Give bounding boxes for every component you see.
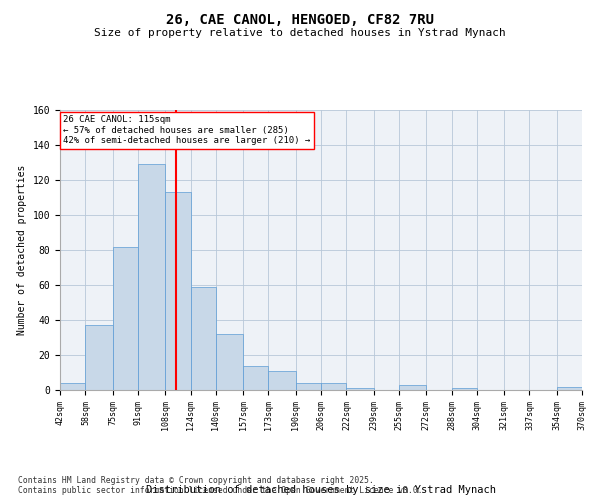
Bar <box>138 164 165 390</box>
Bar <box>85 325 113 390</box>
Bar <box>321 383 346 390</box>
Bar <box>399 385 426 390</box>
X-axis label: Distribution of detached houses by size in Ystrad Mynach: Distribution of detached houses by size … <box>146 486 496 496</box>
Text: 26, CAE CANOL, HENGOED, CF82 7RU: 26, CAE CANOL, HENGOED, CF82 7RU <box>166 12 434 26</box>
Bar <box>346 388 374 390</box>
Bar <box>452 388 477 390</box>
Y-axis label: Number of detached properties: Number of detached properties <box>17 165 27 335</box>
Bar <box>243 366 268 390</box>
Bar <box>60 383 85 390</box>
Text: Contains HM Land Registry data © Crown copyright and database right 2025.
Contai: Contains HM Land Registry data © Crown c… <box>18 476 422 495</box>
Text: 26 CAE CANOL: 115sqm
← 57% of detached houses are smaller (285)
42% of semi-deta: 26 CAE CANOL: 115sqm ← 57% of detached h… <box>63 116 310 145</box>
Bar <box>557 386 582 390</box>
Bar <box>191 287 216 390</box>
Bar <box>216 334 243 390</box>
Bar <box>296 383 321 390</box>
Bar <box>113 246 138 390</box>
Text: Size of property relative to detached houses in Ystrad Mynach: Size of property relative to detached ho… <box>94 28 506 38</box>
Bar <box>165 192 191 390</box>
Bar <box>268 371 296 390</box>
